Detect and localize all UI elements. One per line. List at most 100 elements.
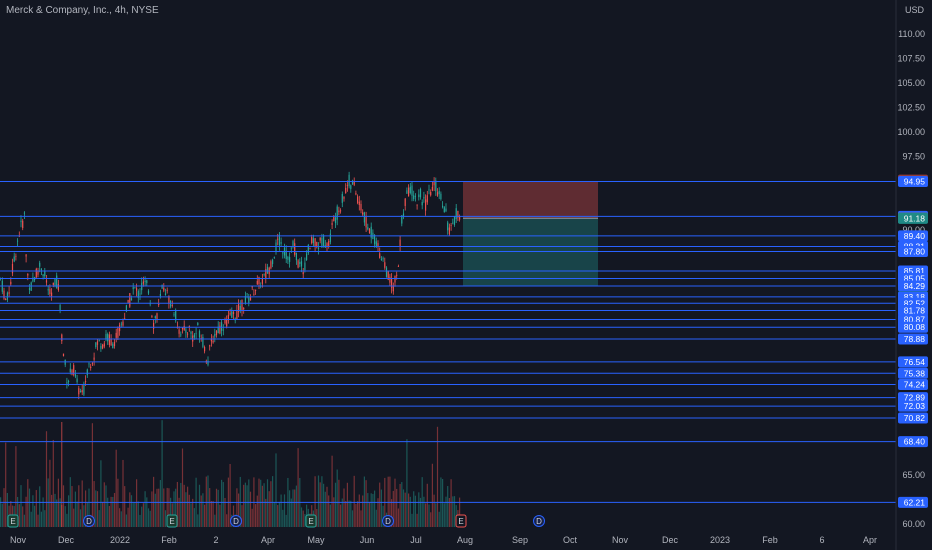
candle-body[interactable] xyxy=(178,329,180,334)
candle-body[interactable] xyxy=(362,212,364,215)
candle-body[interactable] xyxy=(59,305,61,312)
candle-body[interactable] xyxy=(210,338,212,342)
candle-body[interactable] xyxy=(168,295,170,304)
candle-body[interactable] xyxy=(440,193,442,200)
candle-body[interactable] xyxy=(256,280,258,285)
candle-body[interactable] xyxy=(66,382,68,384)
candle-body[interactable] xyxy=(144,280,146,282)
candle-body[interactable] xyxy=(154,316,156,319)
candle-body[interactable] xyxy=(190,331,192,334)
candle-body[interactable] xyxy=(353,182,355,185)
candle-body[interactable] xyxy=(394,276,396,283)
candle-body[interactable] xyxy=(221,322,223,331)
candle-body[interactable] xyxy=(51,292,53,297)
candle-body[interactable] xyxy=(5,298,7,300)
candle-body[interactable] xyxy=(219,325,221,334)
candle-body[interactable] xyxy=(443,207,445,213)
candle-body[interactable] xyxy=(426,195,428,203)
candle-body[interactable] xyxy=(163,287,165,291)
stop-loss-zone[interactable] xyxy=(463,181,598,219)
candle-body[interactable] xyxy=(270,261,272,269)
candle-body[interactable] xyxy=(32,277,34,282)
candle-body[interactable] xyxy=(321,237,323,248)
candle-body[interactable] xyxy=(316,241,318,248)
candle-body[interactable] xyxy=(340,210,342,212)
candle-body[interactable] xyxy=(329,233,331,242)
candle-body[interactable] xyxy=(120,323,122,325)
candle-body[interactable] xyxy=(188,326,190,327)
candle-body[interactable] xyxy=(457,210,459,218)
candle-body[interactable] xyxy=(367,227,369,230)
candle-body[interactable] xyxy=(380,259,382,260)
candle-body[interactable] xyxy=(282,252,284,254)
candle-body[interactable] xyxy=(217,326,219,333)
candle-body[interactable] xyxy=(357,196,359,203)
candle-body[interactable] xyxy=(175,310,177,321)
candle-body[interactable] xyxy=(392,286,394,292)
candle-body[interactable] xyxy=(96,341,99,345)
candle-body[interactable] xyxy=(370,226,372,238)
candle-body[interactable] xyxy=(333,217,335,221)
candle-body[interactable] xyxy=(207,360,209,365)
candle-body[interactable] xyxy=(22,220,24,229)
candle-body[interactable] xyxy=(255,289,257,291)
candle-body[interactable] xyxy=(430,192,432,196)
candle-body[interactable] xyxy=(302,272,304,275)
candle-body[interactable] xyxy=(158,303,160,305)
candle-body[interactable] xyxy=(273,257,275,258)
candle-body[interactable] xyxy=(341,193,343,203)
candle-body[interactable] xyxy=(61,334,63,342)
candle-body[interactable] xyxy=(377,243,379,247)
candle-body[interactable] xyxy=(151,315,153,318)
candle-body[interactable] xyxy=(334,217,337,223)
candle-body[interactable] xyxy=(52,282,54,285)
candle-body[interactable] xyxy=(180,334,182,336)
candle-body[interactable] xyxy=(113,342,116,347)
candle-body[interactable] xyxy=(265,269,267,279)
candle-body[interactable] xyxy=(139,293,141,295)
candle-body[interactable] xyxy=(445,208,447,212)
candle-body[interactable] xyxy=(49,289,51,295)
candle-body[interactable] xyxy=(17,240,19,242)
candle-body[interactable] xyxy=(246,293,248,295)
candle-body[interactable] xyxy=(35,268,37,278)
candle-body[interactable] xyxy=(425,199,427,211)
candle-body[interactable] xyxy=(421,201,423,206)
candle-body[interactable] xyxy=(232,312,235,314)
candle-body[interactable] xyxy=(306,253,308,261)
candle-body[interactable] xyxy=(428,189,430,191)
candle-body[interactable] xyxy=(402,213,405,218)
candle-body[interactable] xyxy=(181,327,184,330)
candle-body[interactable] xyxy=(45,280,48,283)
candle-body[interactable] xyxy=(39,262,41,267)
candle-body[interactable] xyxy=(100,346,102,349)
candle-body[interactable] xyxy=(105,334,107,340)
candle-body[interactable] xyxy=(433,181,435,186)
candle-body[interactable] xyxy=(107,334,109,342)
candle-body[interactable] xyxy=(385,267,388,278)
dividend-marker-icon[interactable] xyxy=(533,515,545,527)
price-axis[interactable]: 110.00 107.50 105.00 102.50 100.00 97.50 90.00… xyxy=(897,29,925,529)
candle-body[interactable] xyxy=(414,196,416,197)
candle-body[interactable] xyxy=(374,234,376,244)
candle-body[interactable] xyxy=(20,220,22,223)
candle-body[interactable] xyxy=(452,222,454,224)
candle-body[interactable] xyxy=(258,276,260,285)
candle-body[interactable] xyxy=(74,374,76,377)
candle-body[interactable] xyxy=(37,270,39,275)
earnings-marker-icon[interactable] xyxy=(7,514,19,528)
candle-body[interactable] xyxy=(397,266,399,267)
candle-body[interactable] xyxy=(222,329,224,331)
candle-body[interactable] xyxy=(272,259,274,265)
candle-body[interactable] xyxy=(122,321,124,326)
candle-body[interactable] xyxy=(391,278,393,288)
candle-body[interactable] xyxy=(197,323,199,325)
candle-body[interactable] xyxy=(86,369,88,376)
candle-body[interactable] xyxy=(453,216,456,225)
candle-body[interactable] xyxy=(248,297,250,304)
candle-body[interactable] xyxy=(244,295,246,304)
candle-body[interactable] xyxy=(289,256,291,262)
candle-body[interactable] xyxy=(3,290,5,299)
